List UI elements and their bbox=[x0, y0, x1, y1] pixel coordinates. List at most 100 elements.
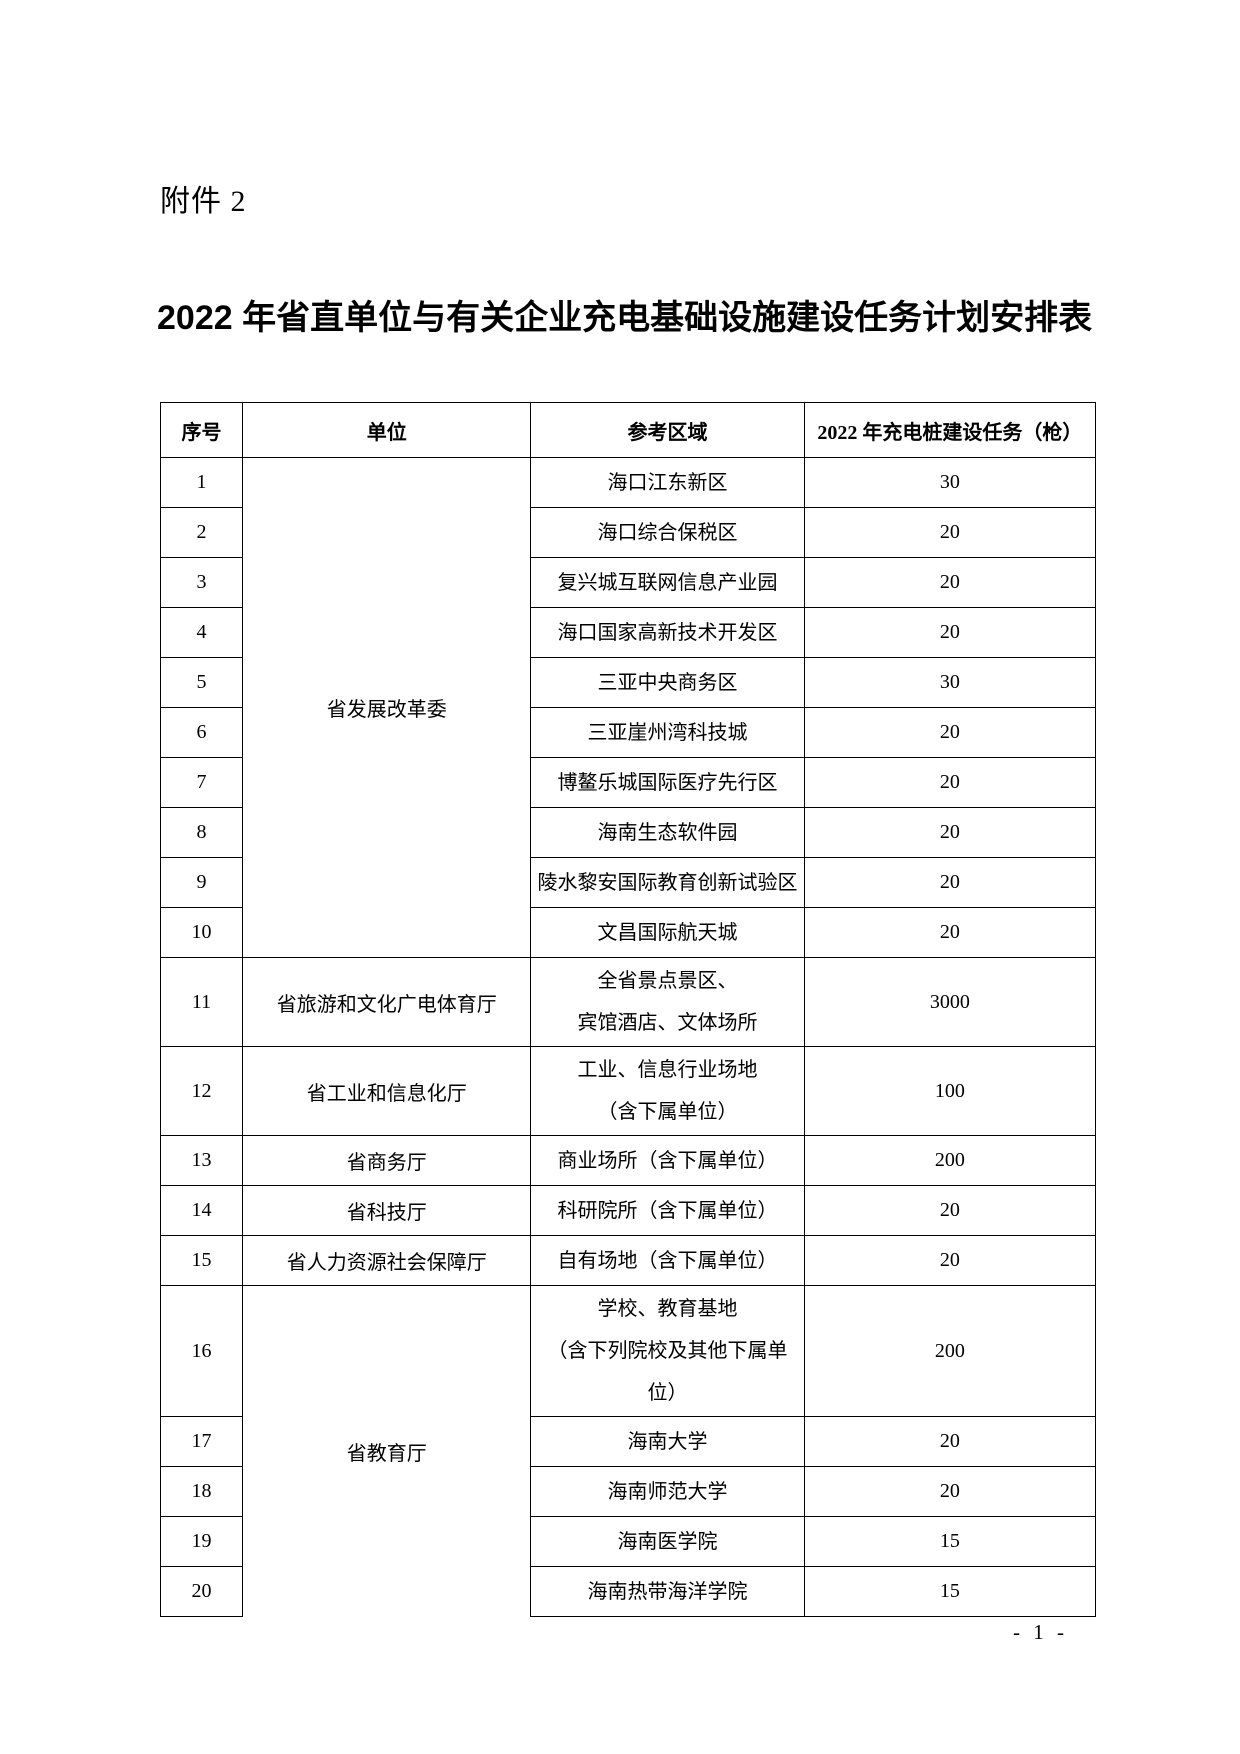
task-cell: 30 bbox=[803, 657, 1097, 708]
area-cell: 海口综合保税区 bbox=[530, 507, 805, 558]
area-cell: 陵水黎安国际教育创新试验区 bbox=[530, 857, 805, 908]
task-cell: 20 bbox=[803, 1235, 1097, 1286]
task-cell: 20 bbox=[803, 1416, 1097, 1467]
table-row: 16 省教育厅 学校、教育基地 （含下列院校及其他下属单位） 200 bbox=[159, 1285, 1097, 1617]
area-line: 海口江东新区 bbox=[607, 471, 728, 494]
column-header-1: 单位 bbox=[242, 402, 532, 458]
table-row: 8 海南生态软件园 20 bbox=[159, 807, 1097, 858]
table-row: 14 省科技厅 科研院所（含下属单位） 20 bbox=[159, 1185, 1097, 1236]
unit-cell: 省科技厅 bbox=[242, 1185, 532, 1236]
task-cell: 20 bbox=[803, 857, 1097, 908]
seq-cell: 17 bbox=[159, 1416, 244, 1467]
task-cell: 20 bbox=[803, 907, 1097, 958]
seq-cell: 2 bbox=[159, 507, 244, 558]
seq-cell: 20 bbox=[159, 1566, 244, 1617]
seq-cell: 5 bbox=[159, 657, 244, 708]
area-cell: 工业、信息行业场地 （含下属单位） bbox=[530, 1046, 805, 1136]
task-cell: 20 bbox=[803, 757, 1097, 808]
seq-cell: 3 bbox=[159, 557, 244, 608]
seq-cell: 19 bbox=[159, 1516, 244, 1567]
area-cell: 海南医学院 bbox=[530, 1516, 805, 1567]
unit-cell: 省工业和信息化厅 bbox=[242, 1046, 532, 1136]
seq-cell: 12 bbox=[159, 1046, 244, 1136]
area-line: 海南大学 bbox=[627, 1430, 708, 1453]
task-cell: 200 bbox=[803, 1135, 1097, 1186]
table-body: 1 省发展改革委 海口江东新区 30 2 海口综合保税区 20 3 复兴城互联网信息产业园 20 4… bbox=[159, 457, 1097, 1617]
table-row: 3 复兴城互联网信息产业园 20 bbox=[159, 557, 1097, 608]
task-cell: 20 bbox=[803, 507, 1097, 558]
task-cell: 20 bbox=[803, 1466, 1097, 1517]
area-line: 三亚崖州湾科技城 bbox=[587, 721, 748, 744]
area-line: 宾馆酒店、文体场所 bbox=[577, 1012, 758, 1034]
task-table: 序号 单位 参考区域 2022 年充电桩建设任务（枪） 1 省发展改革委 海口江东新区 30… bbox=[159, 402, 1097, 1617]
seq-cell: 10 bbox=[159, 907, 244, 958]
column-header-0: 序号 bbox=[159, 402, 244, 458]
table-row: 9 陵水黎安国际教育创新试验区 20 bbox=[159, 857, 1097, 908]
area-line: 博鳌乐城国际医疗先行区 bbox=[557, 771, 778, 794]
area-line: 海口国家高新技术开发区 bbox=[557, 621, 778, 644]
table-row: 11 省旅游和文化广电体育厅 全省景点景区、 宾馆酒店、文体场所 3000 bbox=[159, 957, 1097, 1047]
area-line: 海南热带海洋学院 bbox=[587, 1580, 748, 1603]
area-line: 海南医学院 bbox=[617, 1530, 718, 1553]
seq-cell: 13 bbox=[159, 1135, 244, 1186]
table-header: 序号 单位 参考区域 2022 年充电桩建设任务（枪） bbox=[159, 402, 1097, 458]
area-line: 海南师范大学 bbox=[607, 1480, 728, 1503]
area-cell: 自有场地（含下属单位） bbox=[530, 1235, 805, 1286]
seq-cell: 6 bbox=[159, 707, 244, 758]
area-cell: 复兴城互联网信息产业园 bbox=[530, 557, 805, 608]
seq-cell: 9 bbox=[159, 857, 244, 908]
task-cell: 15 bbox=[803, 1516, 1097, 1567]
area-cell: 商业场所（含下属单位） bbox=[530, 1135, 805, 1186]
table-row: 6 三亚崖州湾科技城 20 bbox=[159, 707, 1097, 758]
area-line: 三亚中央商务区 bbox=[597, 671, 738, 694]
seq-cell: 11 bbox=[159, 957, 244, 1047]
unit-cell: 省人力资源社会保障厅 bbox=[242, 1235, 532, 1286]
area-cell: 海南师范大学 bbox=[530, 1466, 805, 1517]
seq-cell: 16 bbox=[159, 1285, 244, 1417]
area-cell: 海口江东新区 bbox=[530, 457, 805, 508]
area-line: 陵水黎安国际教育创新试验区 bbox=[537, 871, 798, 894]
area-line: 全省景点景区、 bbox=[597, 970, 738, 992]
table-row: 5 三亚中央商务区 30 bbox=[159, 657, 1097, 708]
area-cell: 科研院所（含下属单位） bbox=[530, 1185, 805, 1236]
seq-cell: 7 bbox=[159, 757, 244, 808]
area-line: 科研院所（含下属单位） bbox=[557, 1199, 778, 1222]
table-row: 13 省商务厅 商业场所（含下属单位） 200 bbox=[159, 1135, 1097, 1186]
seq-cell: 1 bbox=[159, 457, 244, 508]
table-row: 17 海南大学 20 bbox=[159, 1416, 1097, 1467]
seq-cell: 15 bbox=[159, 1235, 244, 1286]
attachment-label: 附件 2 bbox=[160, 185, 247, 218]
document-title: 2022 年省直单位与有关企业充电基础设施建设任务计划安排表 bbox=[157, 299, 1093, 337]
area-line: 文昌国际航天城 bbox=[597, 921, 738, 944]
area-line: 商业场所（含下属单位） bbox=[557, 1149, 778, 1172]
area-line: （含下属单位） bbox=[597, 1101, 738, 1123]
column-header-2: 参考区域 bbox=[530, 402, 805, 458]
unit-cell: 省教育厅 bbox=[242, 1285, 532, 1617]
task-cell: 20 bbox=[803, 607, 1097, 658]
table-row: 1 省发展改革委 海口江东新区 30 bbox=[159, 457, 1097, 958]
seq-cell: 18 bbox=[159, 1466, 244, 1517]
unit-cell: 省发展改革委 bbox=[242, 457, 532, 958]
area-cell: 学校、教育基地 （含下列院校及其他下属单位） bbox=[530, 1285, 805, 1417]
task-cell: 100 bbox=[803, 1046, 1097, 1136]
area-cell: 三亚中央商务区 bbox=[530, 657, 805, 708]
area-cell: 博鳌乐城国际医疗先行区 bbox=[530, 757, 805, 808]
task-cell: 20 bbox=[803, 557, 1097, 608]
task-cell: 200 bbox=[803, 1285, 1097, 1417]
area-cell: 全省景点景区、 宾馆酒店、文体场所 bbox=[530, 957, 805, 1047]
area-cell: 海南大学 bbox=[530, 1416, 805, 1467]
table-row: 19 海南医学院 15 bbox=[159, 1516, 1097, 1567]
area-line: 工业、信息行业场地 bbox=[577, 1059, 758, 1081]
column-header-3: 2022 年充电桩建设任务（枪） bbox=[803, 402, 1097, 458]
area-line: 复兴城互联网信息产业园 bbox=[557, 571, 778, 594]
area-line: （含下列院校及其他下属单位） bbox=[547, 1340, 788, 1404]
seq-cell: 8 bbox=[159, 807, 244, 858]
unit-cell: 省旅游和文化广电体育厅 bbox=[242, 957, 532, 1047]
table-row: 2 海口综合保税区 20 bbox=[159, 507, 1097, 558]
task-cell: 20 bbox=[803, 1185, 1097, 1236]
task-cell: 15 bbox=[803, 1566, 1097, 1617]
area-cell: 海南热带海洋学院 bbox=[530, 1566, 805, 1617]
task-cell: 30 bbox=[803, 457, 1097, 508]
task-cell: 3000 bbox=[803, 957, 1097, 1047]
